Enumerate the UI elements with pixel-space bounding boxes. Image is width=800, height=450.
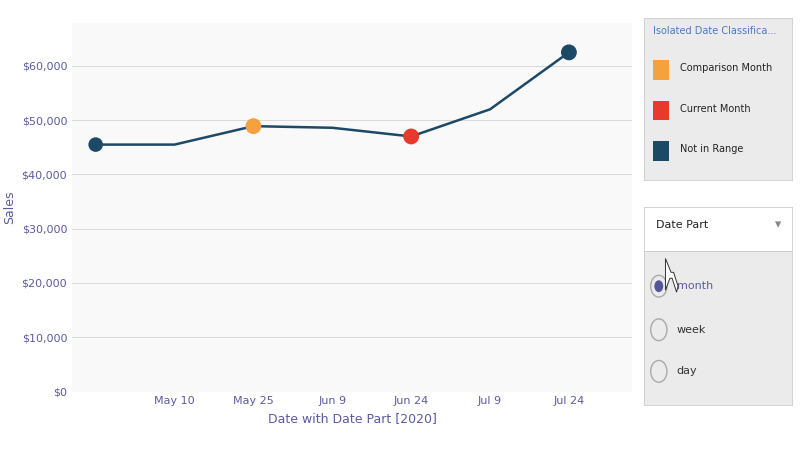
Text: month: month [677, 281, 713, 291]
X-axis label: Date with Date Part [2020]: Date with Date Part [2020] [267, 412, 437, 425]
FancyBboxPatch shape [653, 141, 669, 161]
Text: Isolated Date Classifica...: Isolated Date Classifica... [653, 26, 776, 36]
Text: day: day [677, 366, 697, 376]
Text: week: week [677, 325, 706, 335]
Polygon shape [666, 258, 678, 292]
Text: Current Month: Current Month [679, 104, 750, 114]
Y-axis label: Sales: Sales [3, 190, 16, 224]
Point [90, 141, 102, 148]
Circle shape [654, 280, 663, 292]
Text: Not in Range: Not in Range [679, 144, 743, 154]
Point [405, 133, 418, 140]
FancyBboxPatch shape [653, 60, 669, 80]
Point [562, 49, 575, 56]
Text: Date Part: Date Part [656, 220, 708, 230]
FancyBboxPatch shape [653, 101, 669, 120]
Point [247, 122, 260, 130]
FancyBboxPatch shape [644, 207, 792, 251]
Text: ▾: ▾ [775, 218, 782, 231]
Text: Comparison Month: Comparison Month [679, 63, 772, 73]
